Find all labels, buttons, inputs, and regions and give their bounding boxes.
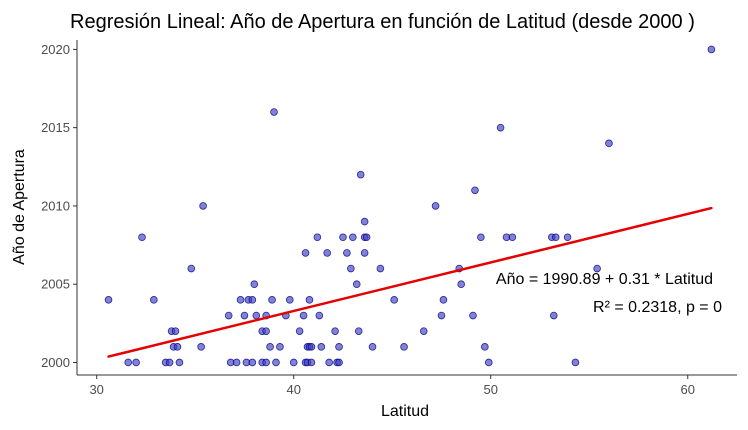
data-point <box>252 311 261 320</box>
data-point <box>323 249 332 257</box>
data-point <box>471 186 479 195</box>
data-point <box>187 264 196 273</box>
data-point <box>360 217 369 226</box>
data-point <box>104 296 113 304</box>
data-point <box>508 233 517 242</box>
data-point <box>307 358 316 367</box>
data-point <box>317 343 326 351</box>
data-point <box>173 343 182 351</box>
axis-ticks: 30 40 50 60 2000 2005 2010 2015 2020 <box>41 42 695 397</box>
data-point <box>295 327 304 335</box>
data-point <box>331 327 339 335</box>
data-point <box>299 311 308 320</box>
data-point <box>477 233 485 242</box>
data-point <box>199 202 207 210</box>
data-point <box>496 123 505 132</box>
data-point <box>339 233 347 242</box>
data-point <box>268 296 276 304</box>
data-point <box>240 311 249 320</box>
data-point <box>285 296 294 304</box>
data-point <box>354 327 363 335</box>
x-tick-label: 50 <box>483 382 497 397</box>
data-point <box>224 311 233 320</box>
data-point <box>276 343 284 351</box>
data-point <box>138 233 146 242</box>
data-point <box>197 343 205 351</box>
data-point <box>335 343 343 351</box>
data-point <box>262 327 270 335</box>
data-point <box>400 343 408 351</box>
chart-title: Regresión Lineal: Año de Apertura en fun… <box>70 11 695 33</box>
data-point <box>360 249 369 257</box>
data-point <box>171 327 180 335</box>
data-point <box>563 233 572 242</box>
data-point <box>551 233 560 242</box>
y-tick-label: 2015 <box>41 120 70 135</box>
scatter-points <box>104 45 716 367</box>
data-point <box>571 358 580 367</box>
data-point <box>356 170 365 179</box>
data-point <box>605 139 613 148</box>
data-point <box>315 311 324 320</box>
y-tick-label: 2010 <box>41 198 70 213</box>
data-point <box>248 358 257 367</box>
data-point <box>707 45 716 54</box>
data-point <box>266 343 274 351</box>
x-tick-label: 40 <box>286 382 300 397</box>
data-point <box>352 280 361 289</box>
y-tick-label: 2005 <box>41 277 70 292</box>
data-point <box>376 264 385 273</box>
data-point <box>325 358 333 367</box>
y-axis-title: Año de Apertura <box>11 149 28 265</box>
data-point <box>457 280 465 289</box>
data-point <box>175 358 184 367</box>
data-point <box>368 343 377 351</box>
data-point <box>484 358 493 367</box>
data-point <box>313 233 322 242</box>
data-point <box>307 343 316 351</box>
y-tick-label: 2000 <box>41 355 70 370</box>
data-point <box>305 296 314 304</box>
data-point <box>272 358 280 367</box>
data-point <box>437 311 446 320</box>
data-point <box>481 343 489 351</box>
data-point <box>165 358 174 367</box>
plot-area <box>76 40 737 376</box>
data-point <box>439 296 448 304</box>
data-point <box>390 296 398 304</box>
data-point <box>347 264 355 273</box>
data-point <box>301 249 310 257</box>
data-point <box>132 358 140 367</box>
regression-line <box>107 206 713 358</box>
data-point <box>124 358 133 367</box>
data-point <box>549 311 558 320</box>
data-point <box>593 264 601 273</box>
regression-r2-label: R² = 0.2318, p = 0 <box>593 299 722 316</box>
data-point <box>248 296 257 304</box>
data-point <box>232 358 241 367</box>
data-point <box>419 327 428 335</box>
regression-line-group <box>107 206 713 358</box>
data-point <box>262 358 270 367</box>
x-axis-title: Latitud <box>381 403 429 420</box>
data-point <box>349 233 357 242</box>
y-tick-label: 2020 <box>41 42 70 57</box>
data-point <box>270 108 278 116</box>
x-tick-label: 60 <box>681 382 695 397</box>
data-point <box>236 296 245 304</box>
data-point <box>335 358 343 367</box>
data-point <box>469 311 477 320</box>
data-point <box>431 202 440 210</box>
data-point <box>289 358 298 367</box>
regression-equation-label: Año = 1990.89 + 0.31 * Latitud <box>496 271 713 288</box>
data-point <box>343 249 351 257</box>
data-point <box>250 280 259 289</box>
data-point <box>150 296 158 304</box>
x-tick-label: 30 <box>89 382 103 397</box>
data-point <box>362 233 371 242</box>
